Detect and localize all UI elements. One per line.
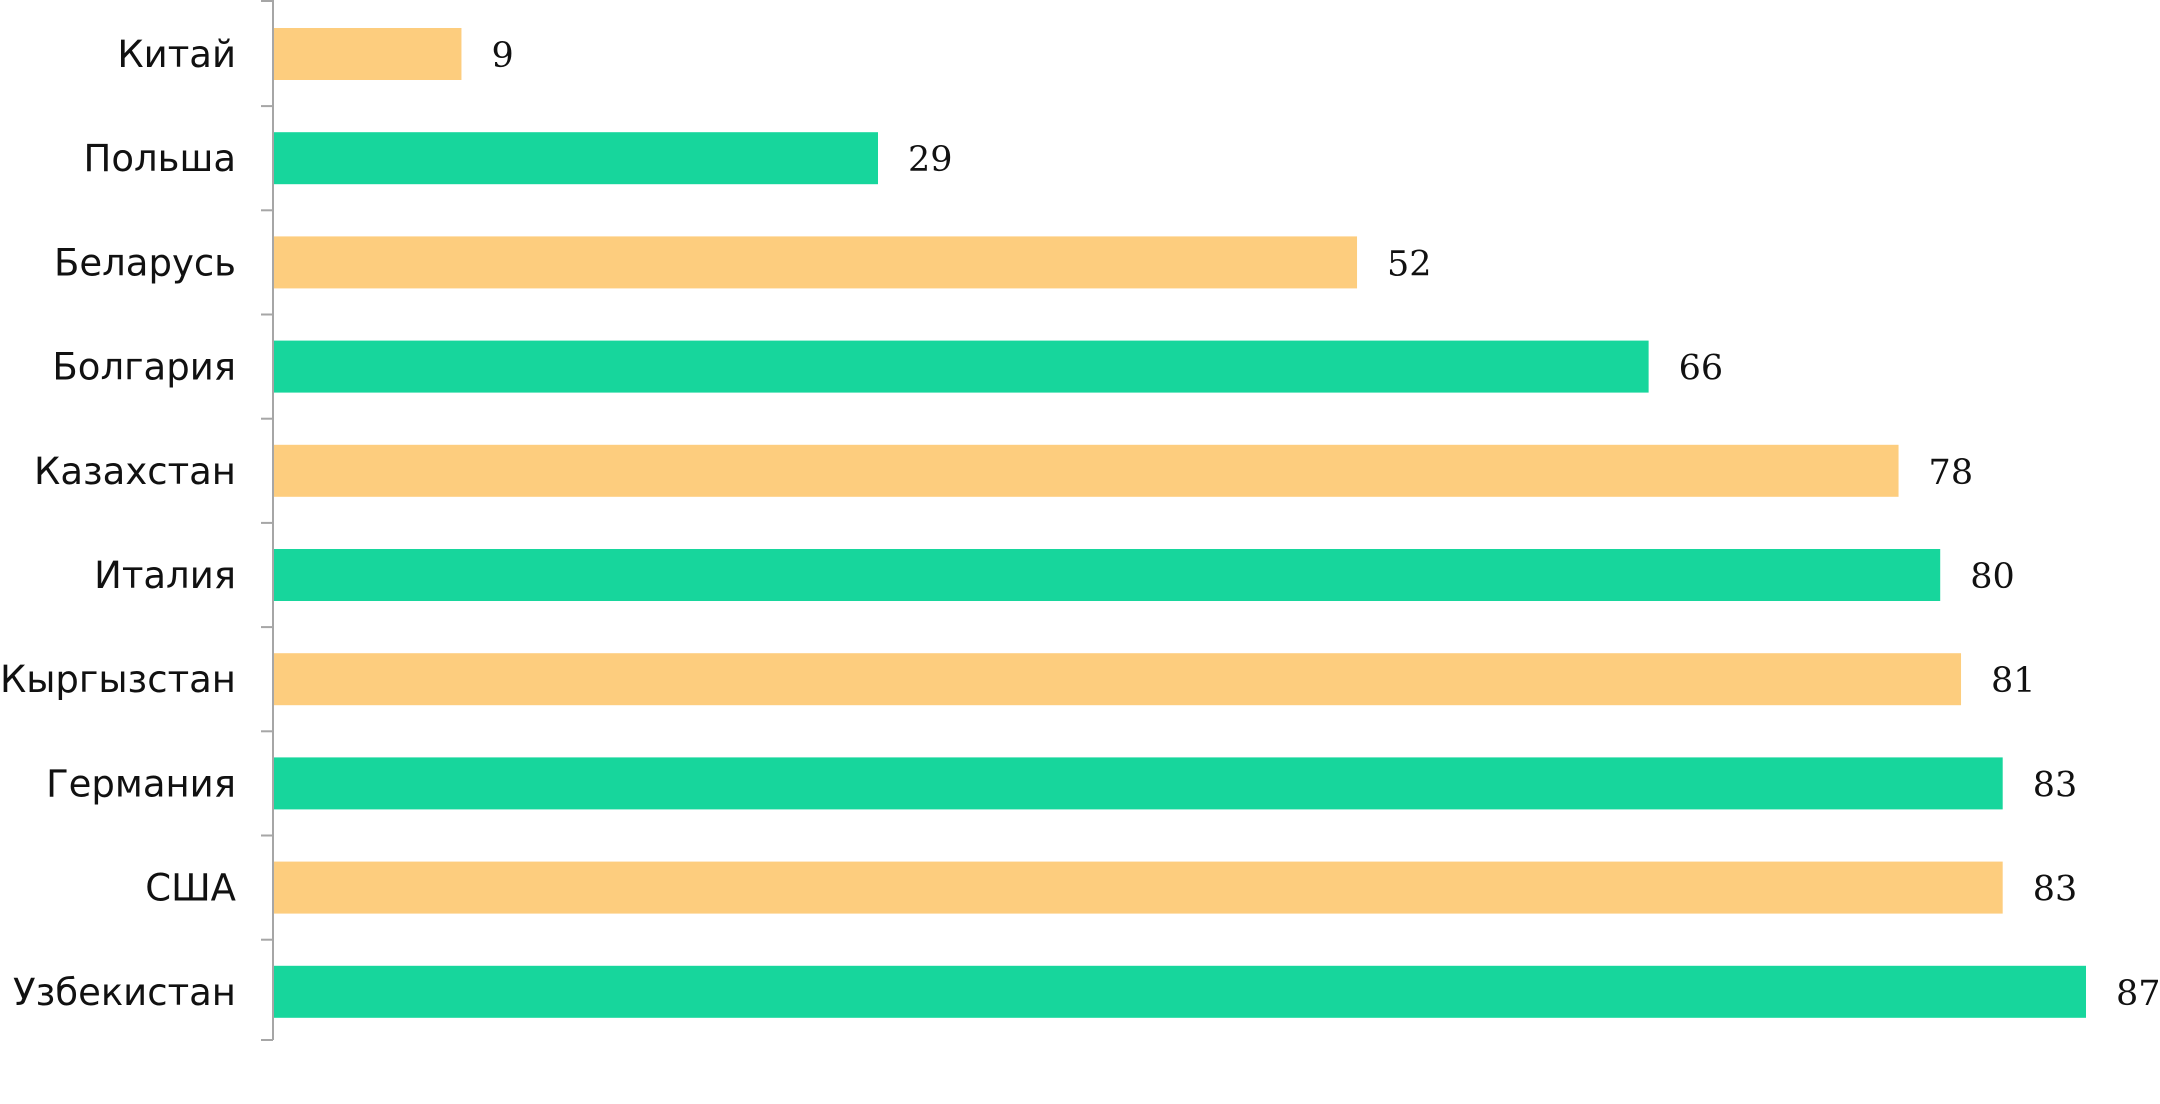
category-label: Казахстан [34, 450, 236, 493]
bar [274, 965, 2086, 1018]
y-axis [261, 0, 274, 1041]
category-label: Узбекистан [13, 971, 236, 1014]
category-label: Польша [84, 137, 236, 180]
data-label: 83 [2033, 870, 2078, 910]
category-label: Китай [117, 33, 236, 76]
bar [274, 653, 1962, 706]
bar [274, 757, 2003, 810]
bar [274, 549, 1941, 601]
category-label: Беларусь [54, 241, 236, 284]
category-labels: Китай Польша Беларусь Болгария Казахстан Итал… [0, 33, 236, 1014]
category-label: Болгария [52, 346, 236, 389]
bars-layer [274, 28, 2086, 1018]
data-label: 83 [2033, 765, 2078, 805]
category-label: Кыргызстан [0, 658, 236, 701]
bar [274, 444, 1899, 497]
data-label: 81 [1991, 661, 2036, 701]
data-label: 87 [2116, 974, 2160, 1014]
data-label: 66 [1679, 349, 1724, 389]
category-label: Германия [46, 762, 236, 805]
bar [274, 861, 2003, 914]
data-label: 80 [1970, 557, 2015, 597]
category-label: Италия [94, 554, 236, 597]
data-labels: 9 29 52 66 78 80 81 83 83 87 [491, 36, 2160, 1014]
bar [274, 132, 878, 185]
bar [274, 28, 462, 80]
data-label: 9 [491, 36, 513, 76]
data-label: 52 [1387, 244, 1432, 284]
bar [274, 340, 1649, 393]
category-label: США [145, 867, 236, 910]
data-label: 29 [908, 140, 953, 180]
bar [274, 236, 1358, 289]
data-label: 78 [1929, 453, 1974, 493]
